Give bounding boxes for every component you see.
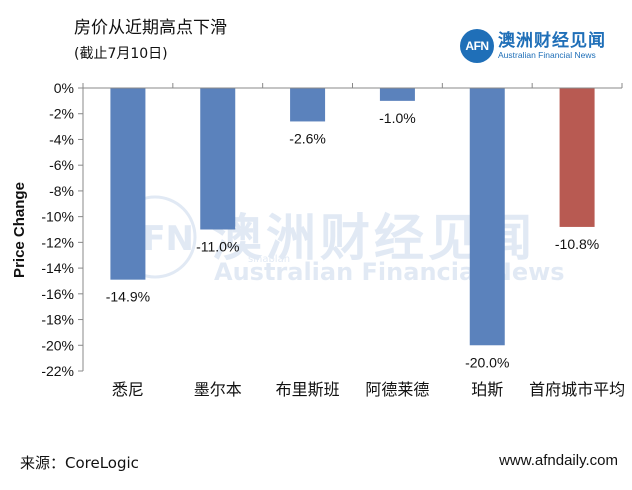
x-tick-label: 珀斯 [471,380,503,399]
bar-4 [379,88,415,101]
x-tick-label: 墨尔本 [194,380,242,399]
bar-3 [290,88,326,122]
bar-2 [200,88,236,230]
axes-group [78,83,623,372]
bar-5 [469,88,505,346]
bars-group [110,88,595,346]
x-tick-label: 首府城市平均 [529,380,625,399]
y-axis-title: Price Change [11,182,28,278]
y-tick-label: 0% [54,80,74,96]
y-tick-label: -2% [49,106,74,122]
y-tick-label: -16% [41,286,74,302]
bar-1 [110,88,146,280]
y-tick-label: -8% [49,183,74,199]
y-tick-label: -20% [41,337,74,353]
watermark-sub: sinablan [248,254,290,265]
bar-6 [559,88,595,227]
source-text: 来源：CoreLogic [20,454,139,472]
data-label: -11.0% [196,239,239,255]
y-tick-label: -6% [49,157,74,173]
logo-name-en: Australian Financial News [498,50,596,60]
afn-logo: AFN 澳洲财经见闻 Australian Financial News [460,26,630,66]
chart-title: 房价从近期高点下滑 [74,18,227,38]
x-tick-label: 布里斯班 [276,380,340,399]
data-label: -10.8% [555,236,599,252]
website-link[interactable]: www.afndaily.com [499,452,618,469]
y-tick-label: -12% [41,234,74,250]
y-tick-label: -14% [41,260,74,276]
data-label: -14.9% [106,289,150,305]
data-label: -2.6% [289,130,326,146]
y-tick-label: -4% [49,131,74,147]
y-tick-label: -18% [41,312,74,328]
afn-logo-icon: AFN [460,29,494,63]
chart-subtitle: (截止7月10日) [74,46,168,62]
logo-name-cn: 澳洲财经见闻 [498,31,606,51]
data-label: -20.0% [465,354,509,370]
y-tick-label: -10% [41,209,74,225]
data-label: -1.0% [379,110,416,126]
labels-group: 0% -2% -4% -6% -8% -10% -12% -14% -16% -18% -20% -2… [11,80,625,399]
watermark-name-en: Australian Financial News [214,258,565,286]
x-tick-label: 阿德莱德 [365,380,429,399]
x-tick-label: 悉尼 [112,380,144,399]
y-tick-label: -22% [41,363,74,379]
